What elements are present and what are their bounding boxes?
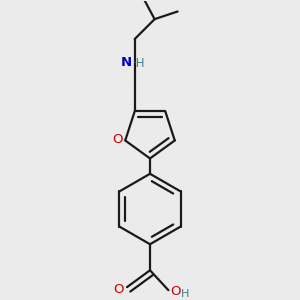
- Text: H: H: [181, 289, 189, 299]
- Text: O: O: [170, 285, 180, 298]
- Text: O: O: [113, 283, 124, 296]
- Text: O: O: [112, 133, 123, 146]
- Text: ·H: ·H: [133, 57, 146, 70]
- Text: N: N: [121, 56, 132, 69]
